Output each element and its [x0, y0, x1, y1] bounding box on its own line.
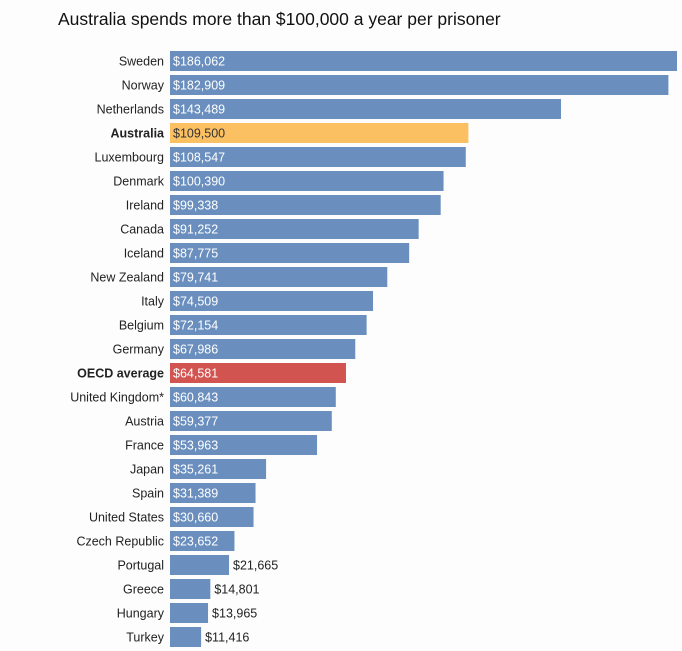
chart-title: Australia spends more than $100,000 a ye…: [58, 9, 501, 29]
data-label: $108,547: [173, 151, 225, 165]
data-label: $186,062: [173, 55, 225, 69]
bar: [170, 363, 346, 383]
bar: [170, 243, 410, 263]
data-label: $100,390: [173, 175, 225, 189]
category-label: Italy: [141, 295, 165, 309]
category-label: Luxembourg: [95, 151, 165, 165]
data-label: $23,652: [173, 535, 218, 549]
category-label: Greece: [123, 583, 164, 597]
data-label: $64,581: [173, 367, 218, 381]
category-label: Turkey: [126, 631, 164, 645]
bar: [170, 51, 677, 71]
bar: [170, 603, 209, 623]
bar: [170, 339, 356, 359]
category-label: France: [125, 439, 164, 453]
category-label: Sweden: [119, 55, 164, 69]
bar: [170, 435, 318, 455]
bar: [170, 627, 202, 647]
data-label: $87,775: [173, 247, 218, 261]
category-label: Portugal: [117, 559, 164, 573]
data-label: $14,801: [214, 583, 259, 597]
category-label: Spain: [132, 487, 164, 501]
category-label: Canada: [120, 223, 164, 237]
bar: [170, 483, 256, 503]
category-label: Ireland: [126, 199, 164, 213]
bar: [170, 315, 367, 335]
category-label: United Kingdom*: [70, 391, 164, 405]
category-label: United States: [89, 511, 164, 525]
category-label: Netherlands: [97, 103, 164, 117]
data-label: $30,660: [173, 511, 218, 525]
data-label: $143,489: [173, 103, 225, 117]
category-label: Australia: [111, 127, 166, 141]
category-label: Belgium: [119, 319, 164, 333]
bar: [170, 411, 332, 431]
data-label: $60,843: [173, 391, 218, 405]
data-label: $35,261: [173, 463, 218, 477]
bar: [170, 507, 254, 527]
category-label: Germany: [113, 343, 165, 357]
category-label: New Zealand: [90, 271, 164, 285]
data-label: $99,338: [173, 199, 218, 213]
bar: [170, 219, 419, 239]
data-label: $31,389: [173, 487, 218, 501]
bar: [170, 459, 267, 479]
category-label: Hungary: [117, 607, 165, 621]
bar: [170, 195, 441, 215]
category-label: Japan: [130, 463, 164, 477]
bar: [170, 267, 388, 287]
data-label: $91,252: [173, 223, 218, 237]
data-label: $72,154: [173, 319, 218, 333]
data-label: $53,963: [173, 439, 218, 453]
bar: [170, 579, 211, 599]
bar: [170, 555, 230, 575]
bar: [170, 147, 466, 167]
data-label: $182,909: [173, 79, 225, 93]
bar: [170, 171, 444, 191]
bar: [170, 531, 235, 551]
bar: [170, 99, 561, 119]
data-label: $11,416: [205, 631, 249, 645]
bar: [170, 291, 374, 311]
category-label: Austria: [125, 415, 164, 429]
category-label: Denmark: [113, 175, 164, 189]
bar: [170, 387, 336, 407]
category-label: OECD average: [77, 367, 164, 381]
data-label: $109,500: [173, 127, 225, 141]
data-label: $21,665: [233, 559, 278, 573]
data-label: $67,986: [173, 343, 218, 357]
bar: [170, 123, 469, 143]
category-label: Czech Republic: [76, 535, 164, 549]
data-label: $79,741: [173, 271, 218, 285]
data-label: $74,509: [173, 295, 218, 309]
category-label: Iceland: [124, 247, 164, 261]
bar: [170, 75, 669, 95]
data-label: $13,965: [212, 607, 257, 621]
category-label: Norway: [122, 79, 165, 93]
data-label: $59,377: [173, 415, 218, 429]
